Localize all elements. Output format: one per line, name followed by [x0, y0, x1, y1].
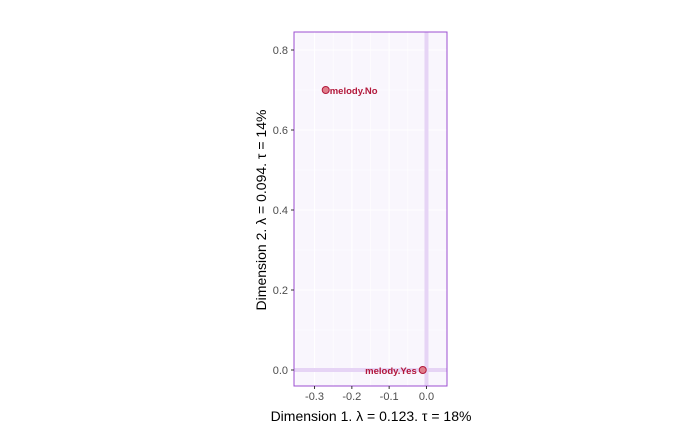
data-point-label: melody.No — [330, 86, 378, 97]
plot-panel-border — [293, 31, 448, 387]
data-points: melody.No melody.Yes — [321, 86, 427, 377]
y-tick-label: 0.6 — [273, 125, 288, 137]
y-tick-label: 0.4 — [273, 205, 288, 217]
data-point-label: melody.Yes — [365, 366, 417, 377]
y-tick-label: 0.2 — [273, 285, 288, 297]
x-tick-label: -0.2 — [342, 391, 361, 403]
x-axis: -0.3 -0.2 -0.1 0.0 — [305, 386, 434, 403]
y-tick-label: 0.0 — [273, 365, 288, 377]
x-tick-label: -0.1 — [380, 391, 399, 403]
x-axis-title: Dimension 1. λ = 0.123. τ = 18% — [271, 408, 472, 424]
y-axis: 0.0 0.2 0.4 0.6 0.8 — [273, 45, 294, 377]
y-axis-title: Dimension 2. λ = 0.094. τ = 14% — [253, 110, 269, 311]
grid-lines — [294, 32, 447, 386]
x-tick-label: -0.3 — [305, 391, 324, 403]
data-point — [418, 366, 427, 374]
data-point — [321, 86, 330, 94]
y-tick-label: 0.8 — [273, 45, 288, 57]
x-tick-label: 0.0 — [419, 391, 434, 403]
